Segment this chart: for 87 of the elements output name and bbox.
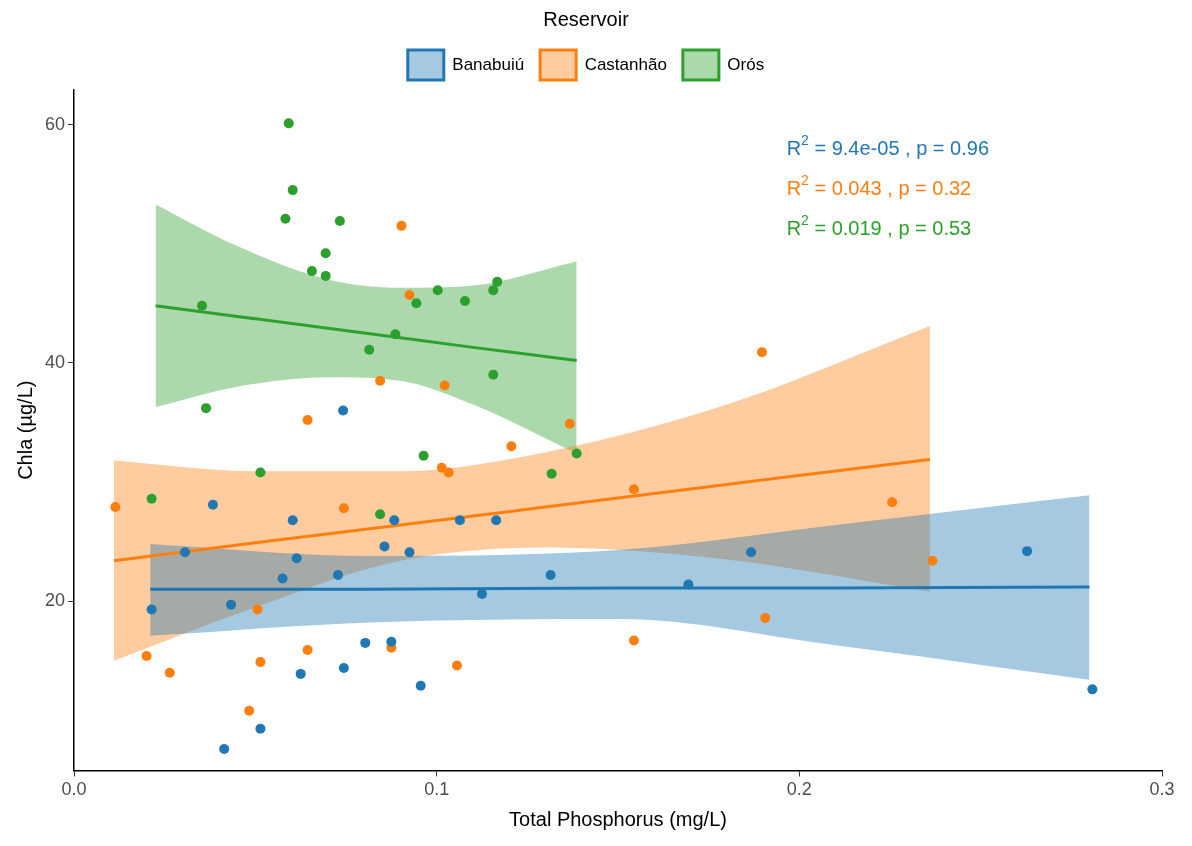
point [110, 502, 121, 513]
point [283, 118, 294, 129]
point [375, 509, 386, 520]
point [564, 418, 575, 429]
legend-label: Orós [727, 54, 765, 74]
x-tick-label: 0.3 [1149, 779, 1175, 800]
point [389, 515, 400, 526]
point [252, 604, 263, 615]
point [375, 375, 386, 386]
point [683, 579, 694, 590]
point [291, 553, 302, 564]
point [411, 298, 422, 309]
legend-title: Reservoir [543, 7, 630, 30]
point [277, 573, 288, 584]
point [255, 467, 266, 478]
point [141, 651, 152, 662]
point [302, 645, 313, 656]
point [338, 662, 349, 673]
point [320, 248, 331, 259]
x-axis-title: Total Phosphorus (mg/L) [509, 807, 727, 830]
point [927, 555, 938, 566]
point [432, 285, 443, 296]
point [415, 680, 426, 691]
point [488, 369, 499, 380]
point [404, 289, 415, 300]
point [418, 450, 429, 461]
point [295, 668, 306, 679]
point [506, 441, 517, 452]
point [338, 405, 349, 416]
point [571, 448, 582, 459]
point [451, 660, 462, 671]
point [226, 599, 237, 610]
point [436, 462, 447, 473]
x-tick-label: 0.1 [424, 779, 450, 800]
y-axis-title: Chla (µg/L) [13, 380, 36, 480]
point [477, 589, 488, 600]
point [287, 185, 298, 196]
point [1087, 684, 1098, 695]
x-tick-label: 0.0 [61, 779, 87, 800]
point [386, 636, 397, 647]
point [760, 612, 771, 623]
point [443, 467, 454, 478]
point [491, 515, 502, 526]
point [244, 705, 255, 716]
point [545, 569, 556, 580]
point [396, 220, 407, 231]
point [280, 213, 291, 224]
point [146, 604, 157, 615]
y-tick-label: 40 [44, 351, 66, 372]
point [454, 515, 465, 526]
point [459, 295, 470, 306]
legend-label: Castanhão [584, 54, 667, 74]
point [207, 499, 218, 510]
y-tick-label: 60 [44, 113, 66, 134]
point [364, 344, 375, 355]
point [390, 329, 401, 340]
point [628, 484, 639, 495]
point [201, 403, 212, 414]
point [302, 415, 313, 426]
point [887, 497, 898, 508]
point [219, 743, 230, 754]
point [546, 468, 557, 479]
point [306, 266, 317, 277]
point [404, 547, 415, 558]
point [146, 493, 157, 504]
point [379, 541, 390, 552]
legend-label: Banabuiú [452, 54, 525, 74]
y-tick-label: 20 [44, 590, 66, 611]
point [439, 380, 450, 391]
point [287, 515, 298, 526]
point [756, 347, 767, 358]
point [746, 547, 757, 558]
point [333, 569, 344, 580]
point [180, 547, 190, 558]
point [255, 723, 266, 734]
x-tick-label: 0.2 [786, 779, 812, 800]
point [492, 276, 503, 287]
point [255, 656, 266, 667]
point [488, 285, 499, 296]
point [197, 300, 208, 311]
point [1022, 546, 1033, 557]
point [628, 635, 639, 646]
point [164, 667, 175, 678]
point [360, 637, 371, 648]
point [338, 503, 349, 514]
point [320, 270, 331, 281]
point [334, 216, 345, 227]
